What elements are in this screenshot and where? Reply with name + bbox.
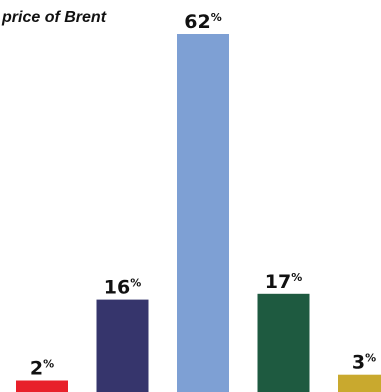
bar-1 [16, 380, 68, 392]
bars-layer [16, 34, 381, 392]
value-label-4: 17% [265, 271, 302, 293]
value-number: 2 [30, 358, 43, 380]
value-number: 62 [184, 11, 210, 33]
bar-2 [96, 299, 149, 392]
bar-4 [257, 293, 310, 392]
value-labels-layer: 2%16%62%17%3% [30, 11, 376, 380]
value-unit: % [130, 277, 141, 290]
bar-3 [177, 34, 229, 392]
value-unit: % [365, 352, 376, 365]
value-number: 16 [104, 277, 130, 299]
value-label-3: 62% [184, 11, 221, 33]
value-number: 3 [352, 352, 365, 374]
chart-title: price of Brent [2, 9, 107, 26]
bar-5 [338, 374, 381, 392]
value-label-5: 3% [352, 352, 376, 374]
value-number: 17 [265, 271, 291, 293]
value-label-1: 2% [30, 358, 54, 380]
value-label-2: 16% [104, 277, 141, 299]
value-unit: % [43, 358, 54, 371]
value-unit: % [291, 271, 302, 284]
value-unit: % [211, 11, 222, 24]
